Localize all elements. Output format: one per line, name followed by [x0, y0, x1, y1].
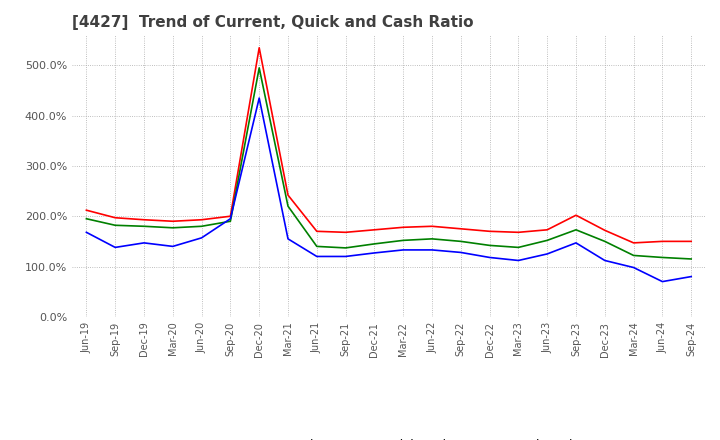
Line: Current Ratio: Current Ratio	[86, 48, 691, 243]
Quick Ratio	[456, 239, 465, 244]
Current Ratio	[312, 229, 321, 234]
Cash Ratio	[687, 274, 696, 279]
Cash Ratio	[312, 254, 321, 259]
Current Ratio	[428, 224, 436, 229]
Current Ratio	[341, 230, 350, 235]
Cash Ratio	[226, 216, 235, 221]
Current Ratio	[600, 227, 609, 233]
Cash Ratio	[658, 279, 667, 284]
Current Ratio	[111, 215, 120, 220]
Cash Ratio	[168, 244, 177, 249]
Text: [4427]  Trend of Current, Quick and Cash Ratio: [4427] Trend of Current, Quick and Cash …	[72, 15, 474, 30]
Current Ratio	[572, 213, 580, 218]
Current Ratio	[543, 227, 552, 232]
Cash Ratio	[428, 247, 436, 253]
Quick Ratio	[168, 225, 177, 231]
Quick Ratio	[629, 253, 638, 258]
Quick Ratio	[284, 204, 292, 209]
Current Ratio	[197, 217, 206, 222]
Cash Ratio	[514, 258, 523, 263]
Cash Ratio	[485, 255, 494, 260]
Cash Ratio	[399, 247, 408, 253]
Cash Ratio	[197, 235, 206, 241]
Cash Ratio	[572, 240, 580, 246]
Quick Ratio	[485, 243, 494, 248]
Current Ratio	[140, 217, 148, 222]
Quick Ratio	[687, 257, 696, 262]
Current Ratio	[284, 192, 292, 198]
Cash Ratio	[111, 245, 120, 250]
Cash Ratio	[255, 95, 264, 101]
Quick Ratio	[82, 216, 91, 221]
Quick Ratio	[600, 239, 609, 244]
Cash Ratio	[284, 236, 292, 242]
Current Ratio	[658, 239, 667, 244]
Cash Ratio	[629, 265, 638, 270]
Current Ratio	[687, 239, 696, 244]
Current Ratio	[82, 208, 91, 213]
Cash Ratio	[140, 240, 148, 246]
Quick Ratio	[111, 223, 120, 228]
Cash Ratio	[82, 230, 91, 235]
Current Ratio	[255, 45, 264, 51]
Quick Ratio	[140, 224, 148, 229]
Cash Ratio	[341, 254, 350, 259]
Quick Ratio	[572, 227, 580, 232]
Quick Ratio	[514, 245, 523, 250]
Quick Ratio	[197, 224, 206, 229]
Line: Cash Ratio: Cash Ratio	[86, 98, 691, 282]
Quick Ratio	[226, 219, 235, 224]
Cash Ratio	[543, 251, 552, 257]
Legend: Current Ratio, Quick Ratio, Cash Ratio: Current Ratio, Quick Ratio, Cash Ratio	[192, 434, 585, 440]
Cash Ratio	[600, 258, 609, 263]
Quick Ratio	[658, 255, 667, 260]
Current Ratio	[370, 227, 379, 232]
Quick Ratio	[341, 245, 350, 250]
Current Ratio	[456, 226, 465, 231]
Current Ratio	[399, 225, 408, 230]
Cash Ratio	[456, 250, 465, 255]
Quick Ratio	[255, 65, 264, 70]
Current Ratio	[629, 240, 638, 246]
Quick Ratio	[399, 238, 408, 243]
Cash Ratio	[370, 250, 379, 256]
Current Ratio	[226, 213, 235, 219]
Current Ratio	[168, 219, 177, 224]
Quick Ratio	[312, 244, 321, 249]
Quick Ratio	[428, 236, 436, 242]
Current Ratio	[514, 230, 523, 235]
Line: Quick Ratio: Quick Ratio	[86, 68, 691, 259]
Current Ratio	[485, 229, 494, 234]
Quick Ratio	[543, 238, 552, 243]
Quick Ratio	[370, 241, 379, 246]
